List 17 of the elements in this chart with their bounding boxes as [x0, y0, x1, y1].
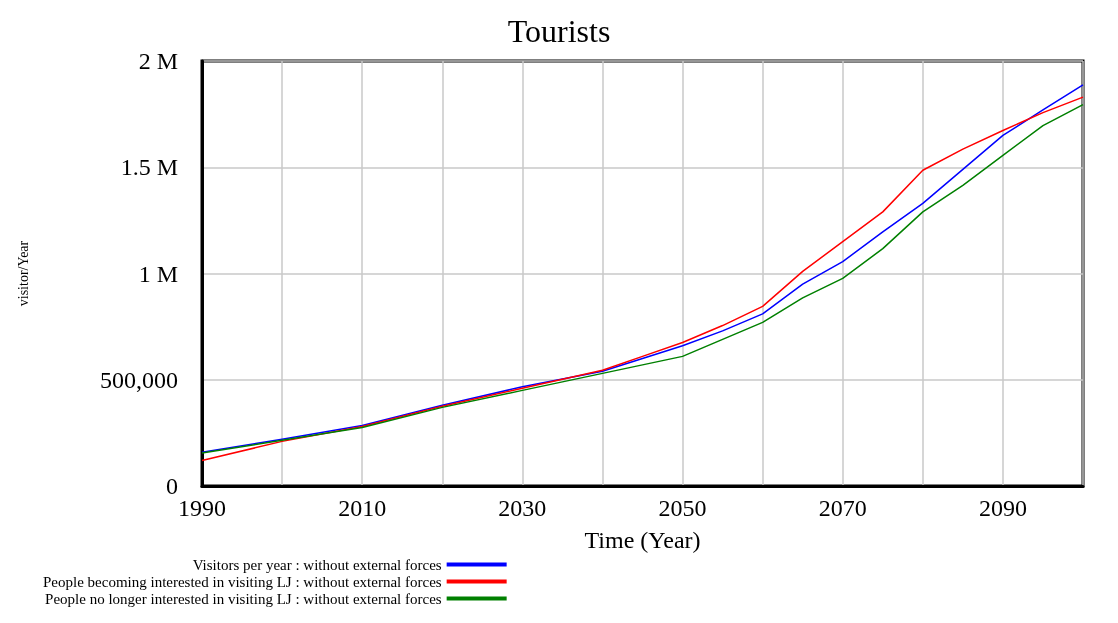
x-tick-label: 2010: [338, 495, 387, 521]
y-tick-label: 1 M: [138, 260, 178, 287]
x-tick-label: 2050: [658, 495, 707, 521]
y-axis-title: visitor/Year: [15, 240, 31, 307]
y-tick-label: 1.5 M: [120, 154, 178, 181]
legend-label: Visitors per year : without external forces: [192, 556, 442, 573]
y-tick-label: 500,000: [100, 366, 178, 393]
x-axis-title: Time (Year): [584, 527, 701, 553]
legend-label: People no longer interested in visiting LJ : without external forces: [45, 590, 442, 607]
y-tick-label: 2 M: [138, 48, 178, 74]
x-tick-label: 1990: [178, 495, 226, 521]
x-tick-label: 2070: [818, 495, 867, 521]
legend-label: People becoming interested in visiting LJ : without external forces: [42, 573, 442, 590]
chart-title: Tourists: [507, 13, 611, 49]
y-tick-label: 0: [166, 473, 178, 499]
x-tick-label: 2030: [498, 495, 547, 521]
x-tick-label: 2090: [978, 495, 1027, 521]
